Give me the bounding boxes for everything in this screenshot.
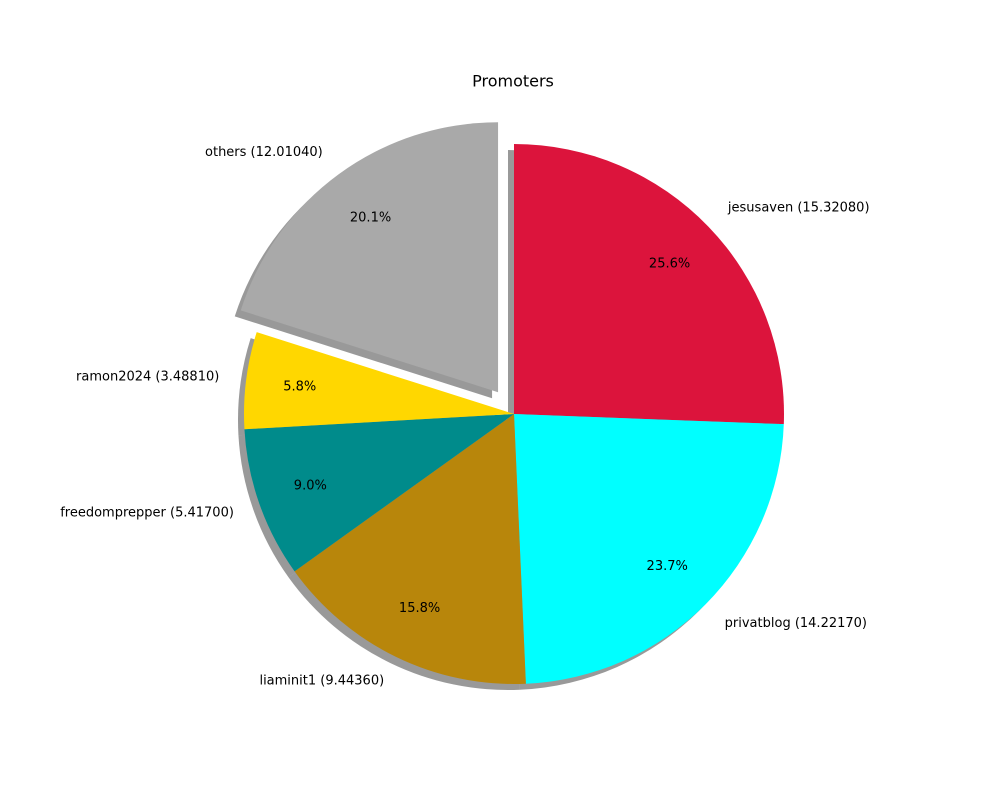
value-label: 25.6% [649, 257, 690, 272]
value-label: 9.0% [294, 478, 327, 493]
slice-label: ramon2024 (3.48810) [76, 369, 219, 384]
wedge [514, 144, 784, 425]
slice-label: privatblog (14.22170) [725, 616, 867, 631]
slice-label: freedomprepper (5.41700) [60, 505, 234, 520]
value-label: 20.1% [350, 210, 391, 225]
wedge [294, 414, 526, 684]
slice-label: liaminit1 (9.44360) [259, 674, 384, 689]
slice-label: jesusaven (15.32080) [727, 200, 870, 215]
chart-title: Promoters [472, 72, 554, 91]
slice-label: others (12.01040) [205, 145, 323, 160]
wedge [514, 414, 784, 684]
value-label: 23.7% [647, 559, 688, 574]
wedge [244, 414, 514, 572]
value-label: 15.8% [399, 601, 440, 616]
wedge [240, 122, 499, 393]
wedge [244, 332, 515, 430]
value-label: 5.8% [283, 379, 316, 394]
